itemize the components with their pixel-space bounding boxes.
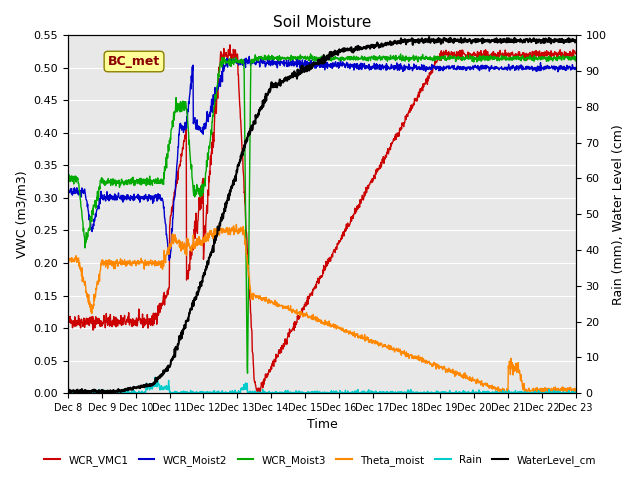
WCR_Moist2 bbox=[124, 192, 132, 198]
Line: WCR_Moist3: WCR_Moist3 bbox=[68, 54, 576, 373]
WCR_Moist3 bbox=[104, 179, 111, 185]
Theta_moist bbox=[124, 258, 132, 264]
WCR_Moist2 bbox=[354, 62, 362, 68]
Rain bbox=[300, 390, 307, 396]
WCR_Moist3 bbox=[280, 55, 287, 60]
Theta_moist bbox=[64, 259, 72, 264]
WCR_Moist2 bbox=[291, 60, 298, 66]
Line: WCR_Moist2: WCR_Moist2 bbox=[68, 57, 576, 260]
WCR_Moist2 bbox=[166, 257, 173, 263]
Theta_moist bbox=[500, 390, 508, 396]
WaterLevel_cm bbox=[280, 77, 287, 83]
Theta_moist bbox=[572, 388, 580, 394]
WCR_VMC1 bbox=[124, 314, 132, 320]
WaterLevel_cm bbox=[124, 387, 132, 393]
WaterLevel_cm bbox=[100, 390, 108, 396]
WCR_VMC1 bbox=[226, 42, 234, 48]
Title: Soil Moisture: Soil Moisture bbox=[273, 15, 371, 30]
WCR_Moist3 bbox=[307, 51, 314, 57]
WaterLevel_cm bbox=[104, 388, 111, 394]
WCR_VMC1 bbox=[300, 304, 308, 310]
WCR_VMC1 bbox=[572, 51, 580, 57]
WCR_Moist3 bbox=[291, 55, 298, 61]
WCR_Moist3 bbox=[244, 370, 252, 376]
WaterLevel_cm bbox=[300, 67, 307, 72]
WCR_VMC1 bbox=[256, 390, 264, 396]
Theta_moist bbox=[280, 303, 287, 309]
Rain bbox=[104, 389, 111, 395]
WCR_Moist2 bbox=[280, 63, 288, 69]
WCR_VMC1 bbox=[64, 317, 72, 323]
Theta_moist bbox=[104, 258, 111, 264]
Rain bbox=[369, 390, 376, 396]
Rain bbox=[124, 390, 132, 396]
Line: WaterLevel_cm: WaterLevel_cm bbox=[68, 37, 576, 393]
WaterLevel_cm bbox=[425, 34, 433, 40]
WCR_Moist3 bbox=[300, 56, 307, 61]
Rain bbox=[151, 374, 159, 380]
WCR_VMC1 bbox=[354, 206, 362, 212]
WCR_VMC1 bbox=[291, 320, 298, 325]
Rain bbox=[280, 390, 287, 396]
WCR_VMC1 bbox=[104, 319, 111, 324]
X-axis label: Time: Time bbox=[307, 419, 337, 432]
Y-axis label: Rain (mm), Water Level (cm): Rain (mm), Water Level (cm) bbox=[612, 124, 625, 305]
Legend: WCR_VMC1, WCR_Moist2, WCR_Moist3, Theta_moist, Rain, WaterLevel_cm: WCR_VMC1, WCR_Moist2, WCR_Moist3, Theta_… bbox=[40, 451, 600, 470]
Line: WCR_VMC1: WCR_VMC1 bbox=[68, 45, 576, 393]
WCR_Moist3 bbox=[124, 180, 132, 186]
WCR_VMC1 bbox=[280, 344, 288, 349]
Text: BC_met: BC_met bbox=[108, 55, 160, 68]
Line: Rain: Rain bbox=[68, 377, 576, 393]
WaterLevel_cm bbox=[353, 48, 361, 53]
Theta_moist bbox=[291, 309, 298, 315]
WaterLevel_cm bbox=[291, 69, 298, 74]
WCR_Moist3 bbox=[572, 57, 580, 62]
WCR_Moist3 bbox=[64, 180, 72, 185]
Rain bbox=[291, 390, 298, 396]
Y-axis label: VWC (m3/m3): VWC (m3/m3) bbox=[15, 170, 28, 258]
Theta_moist bbox=[232, 222, 240, 228]
WCR_Moist2 bbox=[300, 60, 308, 66]
WCR_Moist3 bbox=[354, 55, 362, 61]
Theta_moist bbox=[300, 312, 307, 318]
Rain bbox=[64, 390, 72, 396]
Rain bbox=[572, 389, 580, 395]
WCR_Moist2 bbox=[64, 187, 72, 193]
WaterLevel_cm bbox=[572, 38, 580, 44]
WCR_Moist2 bbox=[245, 54, 253, 60]
Line: Theta_moist: Theta_moist bbox=[68, 225, 576, 393]
WCR_Moist2 bbox=[104, 194, 111, 200]
WCR_Moist2 bbox=[572, 65, 580, 71]
Theta_moist bbox=[353, 333, 361, 339]
Rain bbox=[353, 390, 361, 396]
WaterLevel_cm bbox=[64, 388, 72, 394]
